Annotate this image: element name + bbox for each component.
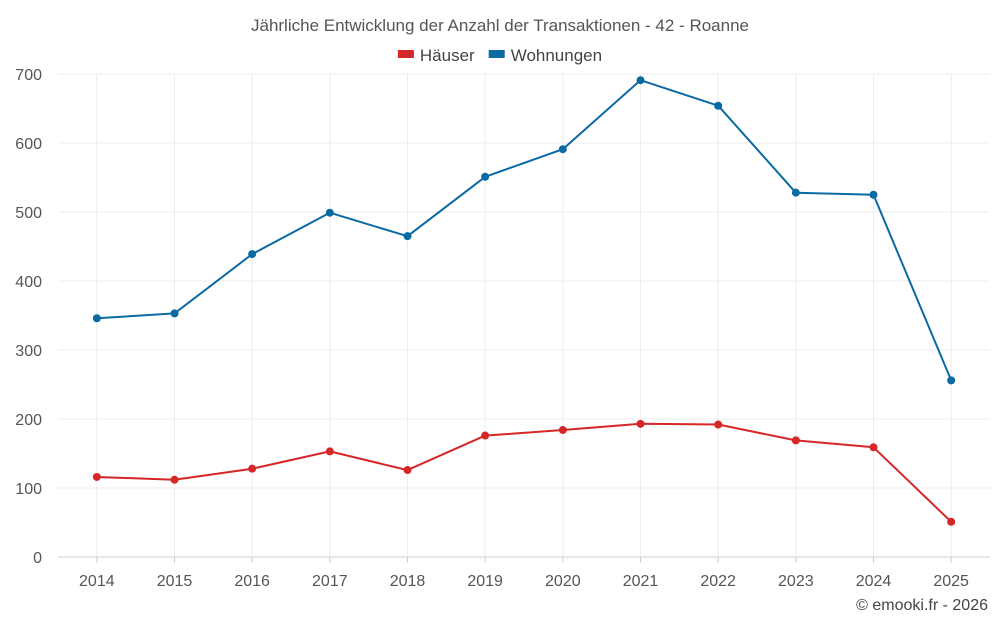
data-point [558, 145, 567, 154]
data-point [636, 419, 645, 428]
x-tick-label: 2020 [545, 573, 581, 590]
data-point [558, 426, 567, 435]
legend: Häuser Wohnungen [397, 46, 602, 65]
data-point [403, 232, 412, 241]
x-tick-label: 2016 [234, 573, 270, 590]
x-tick-label: 2019 [467, 573, 503, 590]
credit-text: © emooki.fr - 2026 [856, 597, 988, 614]
x-tick-label: 2022 [700, 573, 736, 590]
series-line-0 [96, 422, 952, 523]
data-point [869, 190, 878, 199]
y-tick-label: 100 [15, 481, 42, 498]
y-tick-label: 700 [15, 67, 42, 84]
data-point [636, 76, 645, 85]
y-tick-label: 0 [33, 550, 42, 567]
legend-swatch [488, 50, 505, 58]
x-tick-label: 2018 [390, 573, 426, 590]
data-point [92, 314, 101, 323]
x-tick-label: 2021 [623, 573, 659, 590]
data-point [869, 443, 878, 452]
data-point [325, 447, 334, 456]
data-point [791, 188, 800, 197]
data-point [170, 475, 179, 484]
data-point [325, 208, 334, 217]
data-point [947, 376, 956, 385]
data-point [92, 472, 101, 481]
data-point [714, 420, 723, 429]
data-point [248, 464, 257, 473]
series-layer [92, 76, 956, 526]
legend-swatch [397, 50, 414, 58]
y-tick-label: 400 [15, 274, 42, 291]
data-point [947, 517, 956, 526]
x-tick-label: 2014 [79, 573, 115, 590]
y-tick-label: 600 [15, 136, 42, 153]
y-tick-label: 300 [15, 343, 42, 360]
x-tick-label: 2023 [778, 573, 814, 590]
x-tick-label: 2017 [312, 573, 348, 590]
series-line-1 [96, 79, 953, 381]
data-point [170, 309, 179, 318]
data-point [481, 172, 490, 181]
data-point [403, 466, 412, 475]
legend-item: Häuser [397, 46, 475, 65]
x-tick-label: 2015 [157, 573, 193, 590]
data-point [481, 431, 490, 440]
x-tick-label: 2024 [856, 573, 892, 590]
axes: 0 100 200 300 400 500 600 700 2014 2015 2016 2017 20… [15, 67, 990, 590]
data-point [791, 436, 800, 445]
y-tick-label: 200 [15, 412, 42, 429]
data-point [248, 250, 257, 259]
legend-item: Wohnungen [488, 46, 602, 65]
data-point [714, 101, 723, 110]
legend-label: Häuser [420, 46, 475, 65]
legend-label: Wohnungen [511, 46, 602, 65]
chart-title: Jährliche Entwicklung der Anzahl der Tra… [251, 16, 749, 35]
y-tick-label: 500 [15, 205, 42, 222]
x-tick-label: 2025 [933, 573, 969, 590]
grid [58, 73, 990, 557]
